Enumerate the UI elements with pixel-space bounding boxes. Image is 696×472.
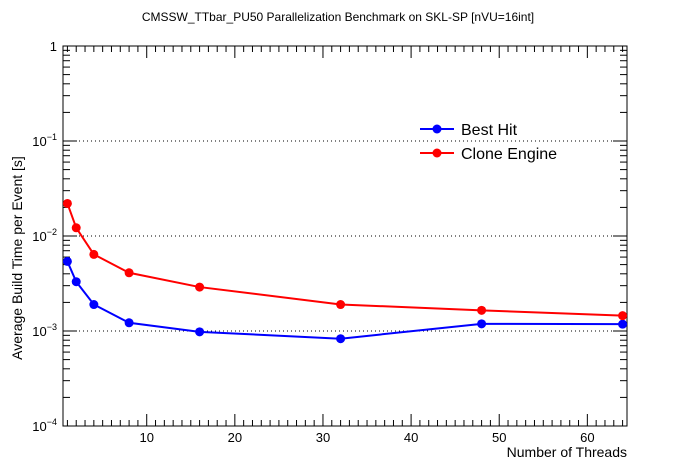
y-tick-label: 10−4	[32, 417, 57, 434]
data-point	[477, 305, 487, 315]
data-point	[71, 277, 81, 287]
data-point	[62, 198, 72, 208]
x-tick-label: 20	[228, 430, 242, 445]
data-point	[62, 256, 72, 266]
x-tick-label: 40	[404, 430, 418, 445]
y-tick-label: 10−3	[32, 322, 57, 339]
data-point	[336, 334, 346, 344]
x-tick-label: 30	[316, 430, 330, 445]
data-point	[71, 223, 81, 233]
x-axis-label: Number of Threads	[507, 444, 627, 460]
y-tick-label: 1	[50, 39, 57, 54]
x-tick-label: 10	[139, 430, 153, 445]
data-point	[477, 319, 487, 329]
grid	[63, 140, 627, 332]
legend-label: Clone Engine	[461, 146, 557, 163]
data-point	[124, 268, 134, 278]
data-point	[89, 249, 99, 259]
data-point	[89, 300, 99, 310]
legend-label: Best Hit	[461, 122, 518, 139]
data-point	[336, 300, 346, 310]
series-clone-engine	[62, 198, 628, 321]
data-point	[618, 311, 628, 321]
series-line	[66, 261, 623, 340]
series-layer	[62, 198, 628, 344]
chart-title: CMSSW_TTbar_PU50 Parallelization Benchma…	[142, 10, 534, 24]
axes: 10 20 30 40 50 60 10−4 10−3 10−2 10−1 1	[32, 39, 628, 445]
legend-marker	[432, 124, 442, 134]
legend-marker	[432, 148, 442, 158]
x-tick-label: 50	[492, 430, 506, 445]
data-point	[195, 282, 205, 292]
data-point	[124, 318, 134, 328]
series-line	[66, 203, 623, 317]
y-axis-label: Average Build Time per Event [s]	[9, 156, 25, 360]
y-tick-label: 10−2	[32, 227, 57, 244]
data-point	[195, 327, 205, 337]
legend: Best Hit Clone Engine	[420, 122, 557, 163]
series-best-hit	[62, 256, 628, 344]
data-point	[618, 319, 628, 329]
y-tick-label: 10−1	[32, 132, 57, 149]
x-tick-label: 60	[580, 430, 594, 445]
